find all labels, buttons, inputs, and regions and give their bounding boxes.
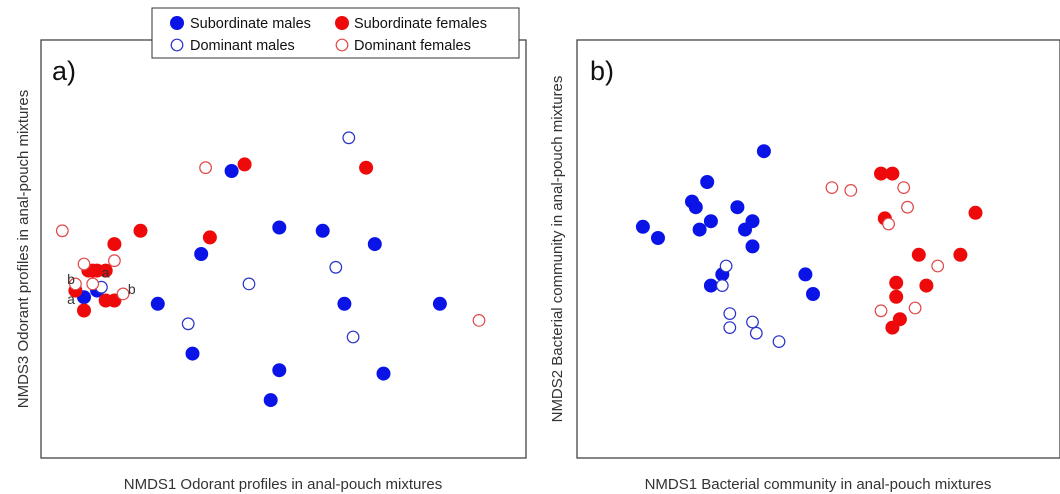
point-b-dominant-males-0 [719,259,733,273]
point-a-dominant-males-0 [342,131,356,145]
point-b-dominant-females-7 [874,304,888,318]
point-a-subordinate-females-0 [237,157,252,172]
point-a-subordinate-females-1 [359,160,374,175]
point-a-dominant-males-4 [181,317,195,331]
legend-label-dominant-males: Dominant males [190,38,295,54]
legend-marker-subordinate-females [335,16,349,30]
point-b-subordinate-females-3 [968,205,983,220]
panel-label-b: b) [590,56,614,86]
point-b-subordinate-females-7 [919,278,934,293]
annotation-a-1: a [102,264,110,280]
panel-a: a) NMDS1 Odorant profiles in anal-pouch … [15,39,527,493]
y-axis-label-b: NMDS2 Bacterial community in anal-pouch … [549,76,566,423]
panel-label-a: a) [52,56,76,86]
point-b-dominant-males-3 [723,307,737,321]
point-b-dominant-females-6 [908,301,922,315]
point-a-dominant-females-1 [55,224,69,238]
plot-frame-b [576,39,1060,459]
point-b-subordinate-males-5 [703,214,718,229]
panel-b: b) NMDS1 Bacterial community in anal-pou… [549,39,1060,493]
point-a-subordinate-females-4 [202,230,217,245]
point-a-dominant-females-5 [68,277,82,291]
point-a-dominant-females-7 [472,314,486,327]
point-b-subordinate-males-0 [756,144,771,159]
point-b-dominant-females-1 [844,183,858,197]
point-a-subordinate-males-7 [432,296,447,311]
point-b-subordinate-females-5 [953,247,968,262]
point-a-subordinate-males-4 [194,247,209,261]
point-b-dominant-males-2 [746,315,759,329]
point-b-subordinate-females-6 [889,275,904,290]
annotation-a-2: b [128,281,136,297]
point-b-subordinate-males-10 [651,231,665,245]
x-axis-label-a: NMDS1 Odorant profiles in anal-pouch mix… [124,476,442,493]
point-a-subordinate-males-3 [367,237,382,252]
point-a-subordinate-females-2 [133,223,148,238]
point-b-subordinate-males-14 [703,278,718,293]
point-b-subordinate-females-1 [885,166,900,181]
point-b-subordinate-females-10 [885,320,900,335]
point-a-dominant-females-3 [77,257,91,271]
point-b-dominant-males-6 [772,335,786,349]
point-b-subordinate-males-4 [730,200,745,215]
point-b-dominant-males-1 [715,279,729,293]
point-b-subordinate-males-1 [700,175,715,189]
point-a-dominant-males-2 [242,277,256,291]
marks-b [635,144,983,349]
point-a-subordinate-males-10 [185,346,200,361]
legend-marker-dominant-males [170,38,184,52]
point-b-subordinate-males-3 [688,200,703,215]
point-b-subordinate-females-4 [911,247,926,262]
legend-marker-subordinate-males [170,16,184,30]
legend-label-subordinate-females: Subordinate females [354,16,487,32]
legend: Subordinate males Subordinate females Do… [151,7,520,59]
point-a-subordinate-males-13 [263,393,278,408]
point-b-subordinate-males-13 [798,267,813,282]
point-b-dominant-females-5 [931,259,945,273]
annotation-a-0: b [67,271,75,287]
point-b-dominant-females-3 [901,200,914,214]
legend-label-dominant-females: Dominant females [354,38,471,54]
point-a-subordinate-males-12 [376,366,391,381]
point-a-dominant-females-6 [116,287,130,301]
legend-item-dominant-males: Dominant males [170,38,295,54]
point-b-dominant-females-2 [897,181,911,195]
point-a-subordinate-males-2 [315,223,330,238]
point-a-dominant-females-0 [199,161,213,175]
x-axis-label-b: NMDS1 Bacterial community in anal-pouch … [645,476,992,493]
y-axis-label-a: NMDS3 Odorant profiles in anal-pouch mix… [15,90,32,408]
point-a-subordinate-females-12 [77,303,91,318]
point-a-subordinate-females-3 [107,237,122,252]
point-b-subordinate-males-8 [692,222,707,237]
legend-box [151,7,520,59]
point-b-dominant-females-4 [882,217,895,231]
legend-label-subordinate-males: Subordinate males [190,16,311,32]
point-a-subordinate-males-5 [150,296,165,311]
point-a-dominant-females-2 [107,254,121,268]
point-a-subordinate-males-1 [272,220,287,235]
point-b-subordinate-females-8 [889,289,904,304]
legend-item-dominant-females: Dominant females [335,38,471,54]
marks-a: b aba [55,131,486,408]
legend-item-subordinate-females: Subordinate females [335,16,487,32]
point-b-dominant-males-5 [749,326,763,340]
point-a-dominant-males-5 [346,330,360,344]
point-b-subordinate-males-15 [806,287,820,301]
legend-item-subordinate-males: Subordinate males [170,16,311,32]
point-a-subordinate-males-6 [337,296,352,311]
point-b-dominant-females-0 [825,181,839,195]
point-a-dominant-females-4 [86,277,100,291]
legend-marker-dominant-females [335,38,349,52]
annotation-a-3: a [67,291,75,307]
point-a-subordinate-males-0 [224,164,239,178]
point-b-subordinate-males-9 [738,222,752,237]
point-a-dominant-males-1 [329,260,343,274]
point-b-dominant-males-4 [723,321,737,335]
point-a-subordinate-males-11 [272,363,287,378]
point-b-subordinate-males-7 [635,219,650,234]
point-b-subordinate-males-11 [745,239,760,254]
